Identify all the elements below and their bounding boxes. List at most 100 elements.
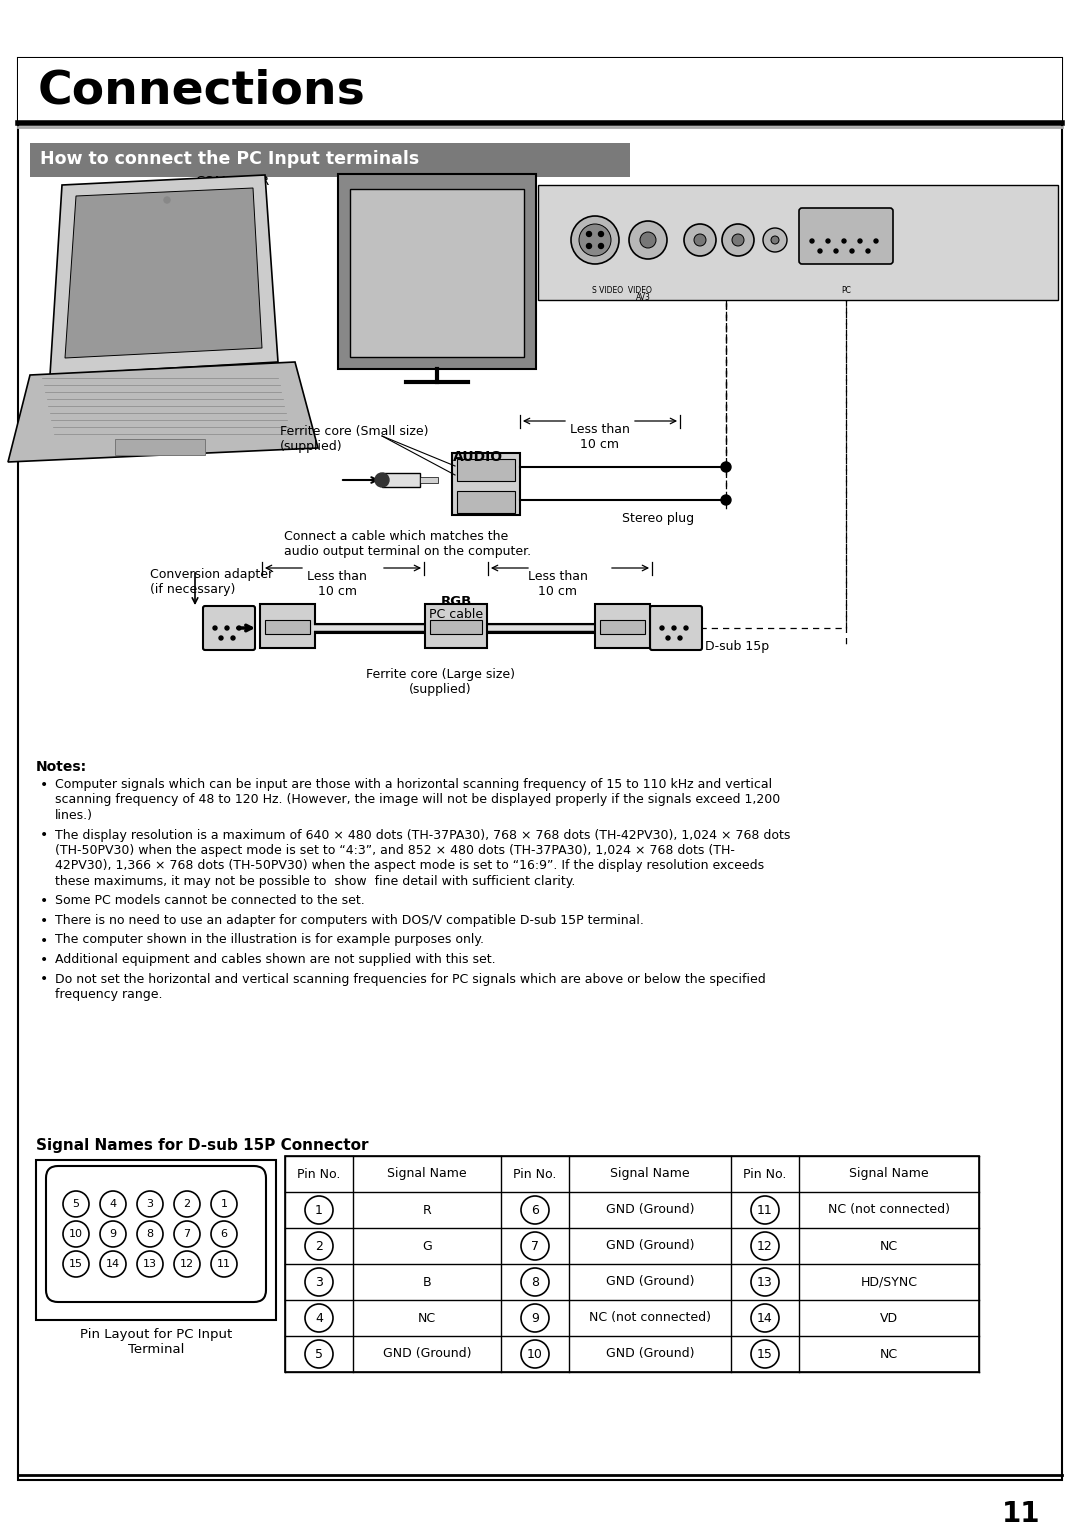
Circle shape bbox=[598, 243, 604, 249]
Circle shape bbox=[521, 1232, 549, 1261]
Bar bbox=[538, 185, 1058, 299]
Text: The display resolution is a maximum of 640 × 480 dots (TH-37PA30), 768 × 768 dot: The display resolution is a maximum of 6… bbox=[55, 828, 791, 842]
Text: NC (not connected): NC (not connected) bbox=[589, 1311, 711, 1325]
Circle shape bbox=[866, 249, 870, 254]
Text: lines.): lines.) bbox=[55, 808, 93, 822]
Bar bbox=[430, 620, 482, 634]
Text: NC (not connected): NC (not connected) bbox=[828, 1204, 950, 1216]
Text: 15: 15 bbox=[69, 1259, 83, 1268]
Text: GND (Ground): GND (Ground) bbox=[606, 1276, 694, 1288]
Text: Signal Name: Signal Name bbox=[610, 1167, 690, 1181]
Circle shape bbox=[174, 1190, 200, 1216]
Circle shape bbox=[721, 461, 731, 472]
Text: Connections: Connections bbox=[38, 69, 366, 113]
Circle shape bbox=[721, 495, 731, 504]
Text: NC: NC bbox=[880, 1348, 899, 1360]
Circle shape bbox=[211, 1251, 237, 1277]
Text: 2: 2 bbox=[315, 1239, 323, 1253]
Circle shape bbox=[213, 626, 217, 630]
Bar bbox=[18, 58, 1062, 122]
Text: 14: 14 bbox=[757, 1311, 773, 1325]
Circle shape bbox=[751, 1303, 779, 1332]
Text: •: • bbox=[40, 894, 49, 909]
Circle shape bbox=[174, 1221, 200, 1247]
Circle shape bbox=[211, 1221, 237, 1247]
Text: GND (Ground): GND (Ground) bbox=[606, 1204, 694, 1216]
Bar bbox=[30, 144, 630, 177]
Circle shape bbox=[586, 232, 592, 237]
Circle shape bbox=[586, 243, 592, 249]
Text: Less than
10 cm: Less than 10 cm bbox=[528, 570, 588, 597]
Text: HD/SYNC: HD/SYNC bbox=[861, 1276, 918, 1288]
Text: •: • bbox=[40, 828, 49, 842]
Circle shape bbox=[521, 1268, 549, 1296]
Circle shape bbox=[164, 197, 170, 203]
Text: Signal Name: Signal Name bbox=[849, 1167, 929, 1181]
Text: 6: 6 bbox=[531, 1204, 539, 1216]
Circle shape bbox=[137, 1190, 163, 1216]
Circle shape bbox=[751, 1232, 779, 1261]
Text: Less than
10 cm: Less than 10 cm bbox=[307, 570, 367, 597]
Circle shape bbox=[694, 234, 706, 246]
Circle shape bbox=[375, 474, 389, 487]
Text: 14: 14 bbox=[106, 1259, 120, 1268]
Circle shape bbox=[211, 1190, 237, 1216]
Text: 11: 11 bbox=[757, 1204, 773, 1216]
Text: PC: PC bbox=[841, 286, 851, 295]
Text: R: R bbox=[422, 1204, 431, 1216]
Circle shape bbox=[842, 238, 846, 243]
Bar bbox=[382, 474, 420, 487]
Text: scanning frequency of 48 to 120 Hz. (However, the image will not be displayed pr: scanning frequency of 48 to 120 Hz. (How… bbox=[55, 793, 780, 807]
Text: Conversion adapter
(if necessary): Conversion adapter (if necessary) bbox=[150, 568, 273, 596]
Text: GND (Ground): GND (Ground) bbox=[606, 1348, 694, 1360]
Text: COMPUTER: COMPUTER bbox=[194, 176, 269, 188]
Text: Additional equipment and cables shown are not supplied with this set.: Additional equipment and cables shown ar… bbox=[55, 953, 496, 966]
Bar bbox=[260, 604, 315, 648]
Text: 4: 4 bbox=[315, 1311, 323, 1325]
Circle shape bbox=[521, 1340, 549, 1368]
Polygon shape bbox=[8, 362, 318, 461]
Circle shape bbox=[684, 225, 716, 257]
Bar bbox=[595, 604, 650, 648]
Circle shape bbox=[874, 238, 878, 243]
Text: AV3: AV3 bbox=[635, 293, 650, 303]
Text: 1: 1 bbox=[220, 1199, 228, 1209]
Text: •: • bbox=[40, 953, 49, 967]
Bar bbox=[453, 452, 519, 515]
Circle shape bbox=[579, 225, 611, 257]
Circle shape bbox=[751, 1268, 779, 1296]
Circle shape bbox=[174, 1251, 200, 1277]
Text: Connect a cable which matches the
audio output terminal on the computer.: Connect a cable which matches the audio … bbox=[284, 530, 531, 558]
Text: 3: 3 bbox=[147, 1199, 153, 1209]
Text: 12: 12 bbox=[757, 1239, 773, 1253]
Circle shape bbox=[640, 232, 656, 248]
Circle shape bbox=[305, 1303, 333, 1332]
Bar bbox=[114, 439, 205, 455]
Text: Signal Names for D-sub 15P Connector: Signal Names for D-sub 15P Connector bbox=[36, 1138, 368, 1154]
Text: •: • bbox=[40, 914, 49, 927]
Circle shape bbox=[684, 626, 688, 630]
Text: RGB: RGB bbox=[441, 594, 472, 608]
Bar bbox=[285, 1157, 978, 1372]
Text: NC: NC bbox=[880, 1239, 899, 1253]
Text: Notes:: Notes: bbox=[36, 759, 87, 775]
Bar bbox=[426, 604, 487, 648]
Text: 1: 1 bbox=[315, 1204, 323, 1216]
Text: 3: 3 bbox=[315, 1276, 323, 1288]
Circle shape bbox=[521, 1196, 549, 1224]
Text: 10: 10 bbox=[527, 1348, 543, 1360]
Bar bbox=[265, 620, 310, 634]
Text: Ferrite core (Large size)
(supplied): Ferrite core (Large size) (supplied) bbox=[365, 668, 514, 695]
FancyBboxPatch shape bbox=[203, 607, 255, 649]
Circle shape bbox=[63, 1190, 89, 1216]
Text: Pin Layout for PC Input
Terminal: Pin Layout for PC Input Terminal bbox=[80, 1328, 232, 1355]
Circle shape bbox=[834, 249, 838, 254]
Text: 15: 15 bbox=[757, 1348, 773, 1360]
Circle shape bbox=[100, 1251, 126, 1277]
Text: 8: 8 bbox=[531, 1276, 539, 1288]
Bar bbox=[36, 1160, 276, 1320]
Text: 5: 5 bbox=[315, 1348, 323, 1360]
Circle shape bbox=[231, 636, 235, 640]
Text: 42PV30), 1,366 × 768 dots (TH-50PV30) when the aspect mode is set to “16:9”. If : 42PV30), 1,366 × 768 dots (TH-50PV30) wh… bbox=[55, 859, 765, 872]
Text: (TH-50PV30) when the aspect mode is set to “4:3”, and 852 × 480 dots (TH-37PA30): (TH-50PV30) when the aspect mode is set … bbox=[55, 843, 734, 857]
